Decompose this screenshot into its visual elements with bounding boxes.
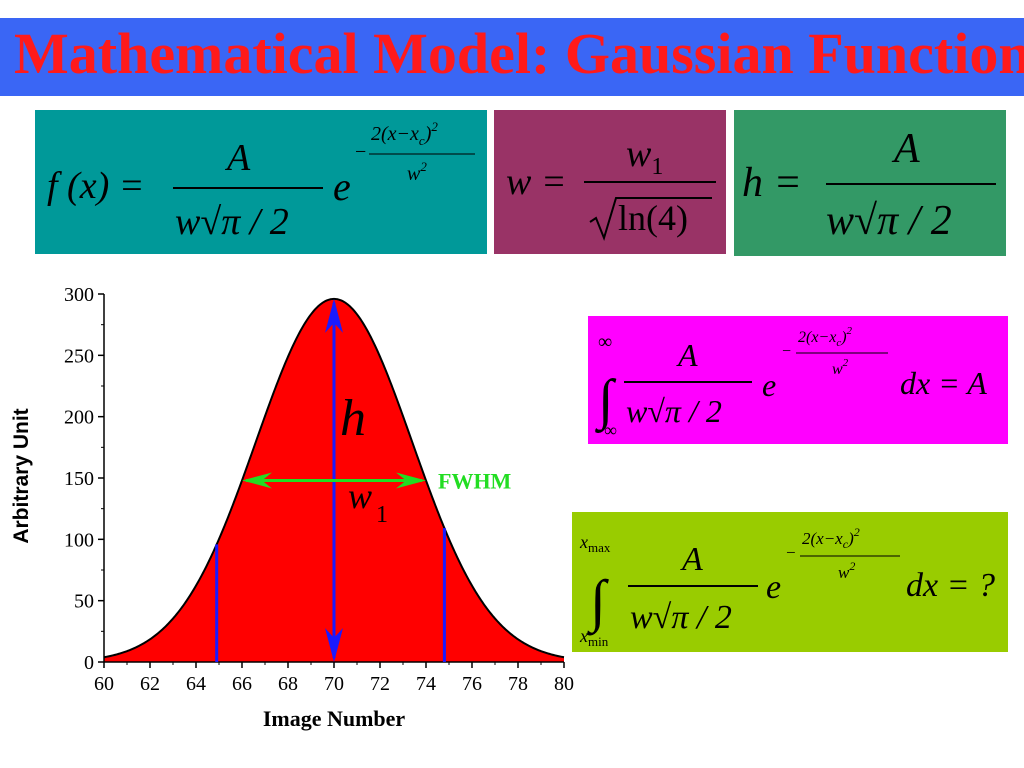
box-bg: [588, 316, 1008, 444]
width-lhs: w =: [506, 161, 567, 203]
integral-infinite-box: ∞ ∫ −∞ A w√π / 2 e − 2(x−xc)2 w2 dx = A: [588, 316, 1008, 444]
x-tick-label: 80: [554, 673, 574, 695]
y-tick-label: 250: [64, 345, 94, 367]
exp-minus: −: [355, 141, 366, 163]
integral-base: e: [762, 367, 776, 403]
box-bg: [35, 110, 487, 254]
y-axis-title: Arbitrary Unit: [10, 408, 33, 543]
fwhm-label: FWHM: [438, 468, 512, 493]
width-label: w: [348, 476, 372, 516]
y-tick-label: 100: [64, 529, 94, 551]
x-tick-label: 68: [278, 673, 298, 695]
gaussian-denominator: w√π / 2: [175, 201, 289, 243]
gaussian-formula-box: f (x) = A w√π / 2 e − 2(x−xc)2 w2: [35, 110, 487, 254]
x-tick-label: 72: [370, 673, 390, 695]
integral-lower: −∞: [594, 420, 617, 440]
width-subscript: 1: [376, 502, 388, 528]
x-axis-title: Image Number: [263, 706, 406, 731]
integral-denominator: w√π / 2: [626, 393, 722, 429]
title-bar: Mathematical Model: Gaussian Function: [0, 18, 1024, 96]
svg-text:2(x−xc)2: 2(x−xc)2: [798, 325, 853, 349]
svg-text:−: −: [782, 343, 791, 360]
height-arrow-head-bottom: [325, 628, 343, 662]
y-tick-label: 50: [74, 591, 94, 613]
width-denominator: ln(4): [618, 198, 688, 238]
exp-num: 2(x−xc)2: [371, 119, 438, 148]
height-arrow-head-top: [325, 298, 343, 333]
y-tick-label: 150: [64, 468, 94, 490]
y-tick-label: 300: [64, 284, 94, 306]
svg-text:2(x−xc)2: 2(x−xc)2: [802, 525, 860, 551]
x-tick-label: 74: [416, 673, 436, 695]
fwhm-arrow-head-left: [242, 472, 272, 489]
x-tick-label: 60: [94, 673, 114, 695]
height-label: h: [340, 390, 366, 447]
annotations: hw 1 FWHM: [215, 298, 512, 662]
integral-base: e: [766, 569, 781, 606]
x-tick-label: 70: [324, 673, 344, 695]
x-tick-label: 78: [508, 673, 528, 695]
x-tick-label: 62: [140, 673, 160, 695]
x-tick-label: 64: [186, 673, 206, 695]
x-tick-label: 66: [232, 673, 252, 695]
integral-sign: ∫: [586, 568, 609, 636]
slide-title: Mathematical Model: Gaussian Function: [14, 21, 1024, 86]
integral-numerator: A: [676, 337, 698, 373]
svg-text:−: −: [786, 543, 796, 562]
gaussian-base: e: [333, 164, 351, 209]
height-lhs: h =: [742, 160, 802, 206]
integral-sign: ∫: [595, 369, 617, 434]
x-tick-label: 76: [462, 673, 482, 695]
integral-denominator: w√π / 2: [630, 599, 732, 636]
integral-rhs: dx = ?: [906, 567, 995, 604]
gaussian-lhs: f (x) =: [47, 165, 144, 207]
integral-numerator: A: [680, 541, 703, 578]
fwhm-arrow-head-right: [396, 472, 426, 489]
height-formula-box: h = A w√π / 2: [734, 110, 1006, 256]
integral-finite-box: xmax ∫ xmin A w√π / 2 e − 2(x−xc)2 w2 dx…: [572, 512, 1008, 652]
y-tick-label: 200: [64, 407, 94, 429]
height-numerator: A: [891, 126, 920, 172]
sqrt-sign: [589, 197, 712, 242]
axes: 0 50 100 150 200 250 300 60 62 64 66 68 70 72 74 76 78 80: [64, 284, 574, 695]
integral-rhs: dx = A: [900, 365, 987, 401]
gaussian-numerator: A: [224, 137, 251, 179]
integral-upper: ∞: [598, 331, 612, 353]
width-formula-box: w = w1 ln(4): [494, 110, 726, 254]
gaussian-chart: 0 50 100 150 200 250 300 60 62 64 66 68 70 72 74 76 78 80…: [10, 284, 574, 731]
height-denominator: w√π / 2: [826, 198, 952, 244]
y-tick-label: 0: [84, 652, 94, 674]
box-bg: [572, 512, 1008, 652]
